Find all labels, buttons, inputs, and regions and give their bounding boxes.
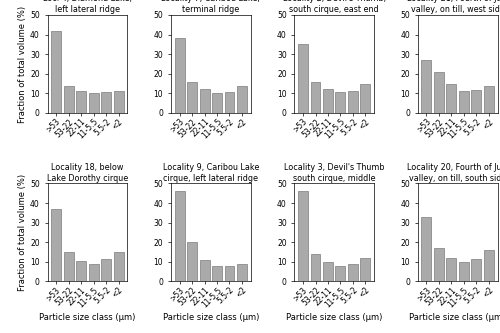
Bar [174, 39, 184, 113]
Bar [76, 261, 86, 281]
Bar [422, 60, 432, 113]
Title: Loc. 4, Diamond Lake,
left lateral ridge: Loc. 4, Diamond Lake, left lateral ridge [43, 0, 132, 14]
Bar [360, 84, 370, 113]
Bar [323, 262, 333, 281]
Bar [484, 250, 494, 281]
Bar [237, 264, 247, 281]
Bar [298, 44, 308, 113]
X-axis label: Particle size class (μm): Particle size class (μm) [162, 313, 259, 322]
Bar [64, 252, 74, 281]
X-axis label: Particle size class (μm): Particle size class (μm) [286, 313, 382, 322]
Bar [310, 254, 320, 281]
Bar [446, 84, 456, 113]
Bar [434, 248, 444, 281]
Bar [76, 91, 86, 113]
Bar [336, 266, 345, 281]
Y-axis label: Fraction of total volume (%): Fraction of total volume (%) [18, 174, 28, 291]
Bar [310, 82, 320, 113]
Y-axis label: Fraction of total volume (%): Fraction of total volume (%) [18, 5, 28, 123]
Bar [472, 90, 482, 113]
Bar [484, 86, 494, 113]
Bar [88, 93, 99, 113]
Bar [298, 191, 308, 281]
Bar [224, 92, 234, 113]
Bar [348, 91, 358, 113]
Bar [101, 92, 111, 113]
Bar [459, 262, 469, 281]
Bar [472, 259, 482, 281]
Bar [212, 266, 222, 281]
Bar [237, 86, 247, 113]
Title: Locality 7, Caribou Lake,
terminal ridge: Locality 7, Caribou Lake, terminal ridge [162, 0, 260, 14]
Bar [459, 91, 469, 113]
Bar [187, 242, 197, 281]
Title: Locality 2, Devil's Thumb,
south cirque, east end: Locality 2, Devil's Thumb, south cirque,… [282, 0, 386, 14]
Bar [336, 92, 345, 113]
Bar [101, 259, 111, 281]
Bar [434, 72, 444, 113]
Bar [323, 90, 333, 113]
Bar [224, 266, 234, 281]
Bar [64, 86, 74, 113]
Bar [51, 209, 61, 281]
Bar [212, 93, 222, 113]
X-axis label: Particle size class (μm): Particle size class (μm) [39, 313, 136, 322]
Bar [187, 82, 197, 113]
Bar [114, 91, 124, 113]
X-axis label: Particle size class (μm): Particle size class (μm) [410, 313, 500, 322]
Bar [446, 258, 456, 281]
Title: Locality 3, Devil's Thumb
south cirque, middle: Locality 3, Devil's Thumb south cirque, … [284, 163, 384, 183]
Bar [422, 217, 432, 281]
Bar [88, 264, 99, 281]
Title: Locality 9, Caribou Lake
cirque, left lateral ridge: Locality 9, Caribou Lake cirque, left la… [162, 163, 259, 183]
Bar [51, 31, 61, 113]
Bar [200, 260, 209, 281]
Title: Locality 20, Fourth of July
valley, on till, south side: Locality 20, Fourth of July valley, on t… [407, 163, 500, 183]
Title: Locality 18, below
Lake Dorothy cirque: Locality 18, below Lake Dorothy cirque [46, 163, 128, 183]
Title: Locality 21, Fourth of July
valley, on till, west side: Locality 21, Fourth of July valley, on t… [407, 0, 500, 14]
Bar [174, 191, 184, 281]
Bar [348, 264, 358, 281]
Bar [200, 90, 209, 113]
Bar [360, 258, 370, 281]
Bar [114, 252, 124, 281]
